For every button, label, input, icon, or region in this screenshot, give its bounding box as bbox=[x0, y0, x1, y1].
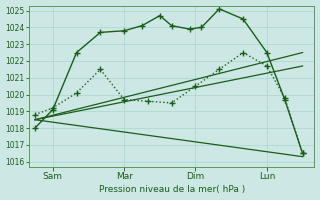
X-axis label: Pression niveau de la mer( hPa ): Pression niveau de la mer( hPa ) bbox=[99, 185, 245, 194]
